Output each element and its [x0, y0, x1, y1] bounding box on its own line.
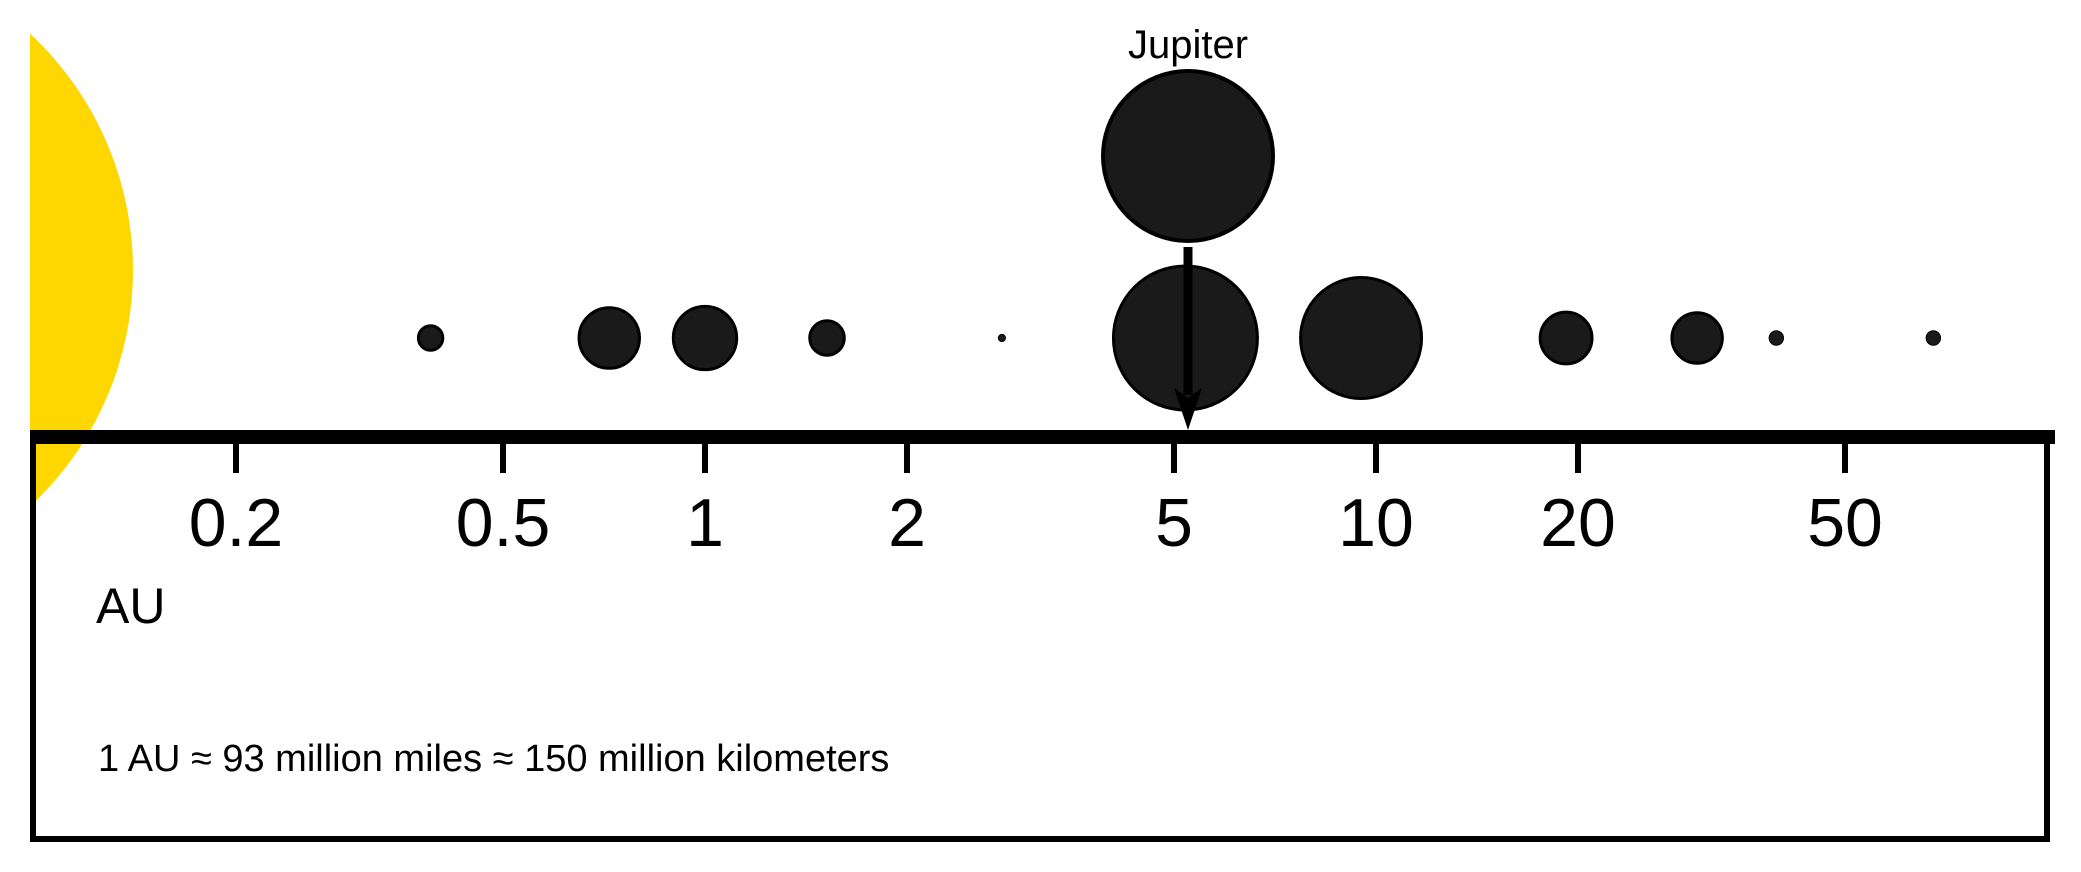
planet-marker — [416, 324, 445, 352]
planet-markers — [416, 264, 1942, 412]
planet-marker — [1299, 276, 1424, 400]
jupiter-label: Jupiter — [1128, 23, 1248, 67]
jupiter-enlarged-circle — [1101, 69, 1275, 243]
axis-ticks: 0.2 0.5 1 2 5 10 20 50 — [189, 437, 1883, 561]
axis-tick-label: 20 — [1540, 485, 1616, 561]
axis-tick-label: 10 — [1338, 485, 1414, 561]
planet-marker — [577, 306, 642, 370]
unit-label: AU — [96, 578, 165, 634]
sun — [30, 33, 133, 507]
planet-marker — [997, 333, 1007, 343]
axis-tick-label: 2 — [888, 485, 926, 561]
axis-tick-label: 0.2 — [189, 485, 284, 561]
axis-tick-label: 1 — [686, 485, 724, 561]
planet-marker — [1670, 311, 1724, 365]
axis-tick-label: 0.5 — [456, 485, 551, 561]
planet-marker — [1768, 330, 1785, 346]
planet-marker — [1925, 330, 1942, 346]
planet-marker — [1538, 310, 1594, 366]
planet-marker — [671, 304, 739, 372]
au-conversion-note: 1 AU ≈ 93 million miles ≈ 150 million ki… — [98, 738, 889, 780]
jupiter-annotation: Jupiter — [1101, 23, 1275, 430]
planet-marker — [808, 319, 846, 357]
jupiter-arrowhead — [1174, 388, 1202, 430]
axis-tick-label: 50 — [1807, 485, 1883, 561]
axis-tick-label: 5 — [1155, 485, 1193, 561]
